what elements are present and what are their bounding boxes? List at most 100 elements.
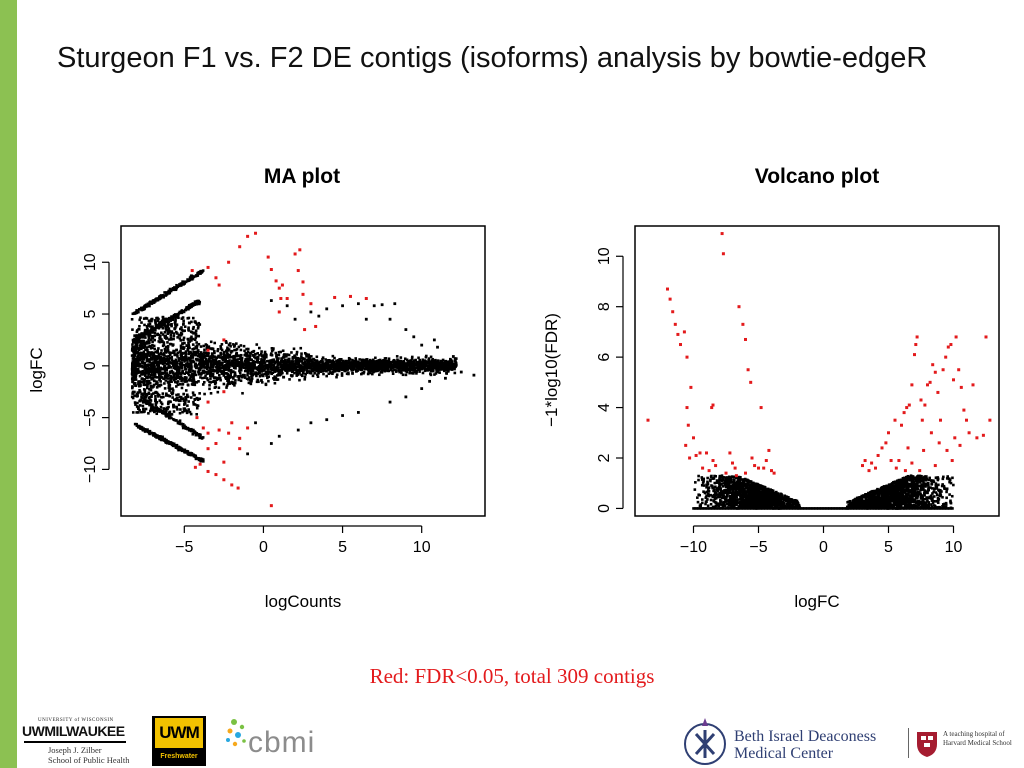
ma-point: [178, 350, 181, 354]
y-tick-label: 5: [82, 309, 99, 318]
ma-point: [142, 317, 146, 320]
ma-point: [188, 277, 192, 280]
ma-point: [392, 361, 396, 365]
ma-point: [446, 362, 450, 365]
ma-point: [172, 288, 175, 292]
volcano-point: [693, 507, 697, 510]
ma-point: [336, 366, 339, 370]
ma-point: [422, 364, 426, 368]
ma-point: [136, 367, 140, 371]
ma-point: [176, 383, 180, 387]
ma-point: [183, 329, 186, 333]
ma-point: [147, 336, 151, 339]
ma-point: [399, 356, 403, 359]
ma-point: [203, 366, 206, 369]
ma-point: [157, 357, 160, 360]
ma-point: [142, 371, 146, 375]
ma-point: [139, 354, 143, 358]
ma-point: [351, 371, 354, 375]
ma-point: [173, 327, 176, 330]
ma-point: [246, 347, 250, 351]
ma-point: [298, 378, 301, 382]
ma-point: [309, 370, 312, 374]
ma-point: [290, 362, 293, 366]
ma-point: [229, 374, 233, 377]
ma-point: [385, 359, 388, 363]
volcano-point: [834, 507, 837, 510]
volcano-point: [818, 507, 822, 510]
ma-point: [354, 357, 358, 360]
ma-significant-point: [269, 268, 273, 271]
ma-point: [143, 410, 146, 413]
ma-point: [282, 363, 286, 367]
ma-point: [203, 376, 206, 380]
ma-point: [168, 386, 171, 390]
ma-point: [164, 351, 168, 354]
ma-point: [208, 366, 212, 370]
ma-point: [201, 460, 205, 463]
ma-point: [389, 365, 393, 369]
ma-point: [435, 364, 438, 367]
ma-point: [179, 339, 183, 342]
ma-point: [183, 450, 186, 454]
ma-point: [238, 363, 242, 367]
ma-point: [171, 318, 175, 322]
ma-point: [190, 339, 193, 342]
ma-point: [356, 302, 360, 306]
ma-point: [167, 320, 171, 324]
ma-point: [144, 342, 148, 345]
ma-point: [202, 371, 206, 374]
ma-point: [420, 387, 424, 391]
ma-point: [205, 372, 209, 376]
ma-point: [172, 378, 176, 382]
ma-point: [391, 372, 395, 376]
ma-point: [131, 385, 134, 388]
ma-point: [221, 358, 225, 362]
ma-point: [170, 358, 174, 362]
ma-point: [156, 392, 160, 396]
ma-point: [372, 370, 375, 374]
ma-point: [182, 280, 186, 284]
ma-point: [270, 372, 273, 376]
ma-point: [202, 344, 205, 348]
ma-point: [287, 353, 291, 357]
ma-point: [197, 342, 201, 346]
ma-point: [331, 372, 334, 376]
ma-point: [159, 358, 162, 362]
ma-point: [190, 335, 193, 339]
ma-point: [183, 325, 187, 328]
ma-point: [216, 390, 220, 394]
ma-point: [241, 363, 245, 366]
ma-point: [395, 365, 399, 369]
ma-point: [226, 352, 229, 356]
ma-point: [260, 367, 263, 371]
ma-point: [135, 424, 139, 427]
ma-point: [190, 354, 194, 358]
ma-point: [292, 347, 296, 351]
volcano-point: [944, 507, 948, 510]
ma-point: [263, 372, 267, 376]
ma-point: [153, 331, 157, 335]
ma-significant-point: [309, 302, 313, 306]
ma-point: [265, 374, 268, 377]
ma-point: [427, 366, 430, 369]
ma-point: [263, 350, 267, 354]
ma-point: [267, 363, 271, 367]
ma-point: [342, 363, 345, 367]
ma-point: [186, 452, 190, 456]
ma-point: [161, 367, 165, 370]
ma-point: [193, 303, 197, 306]
ma-significant-point: [296, 269, 300, 273]
ma-point: [141, 365, 145, 369]
ma-point: [335, 363, 338, 366]
ma-point: [404, 328, 408, 331]
volcano-point: [843, 507, 847, 510]
ma-point: [228, 382, 232, 385]
ma-point: [135, 329, 139, 332]
ma-point: [368, 358, 372, 362]
ma-point: [166, 349, 169, 352]
ma-point: [176, 336, 179, 339]
ma-point: [254, 360, 258, 364]
ma-point: [179, 395, 183, 399]
ma-point: [366, 372, 370, 376]
